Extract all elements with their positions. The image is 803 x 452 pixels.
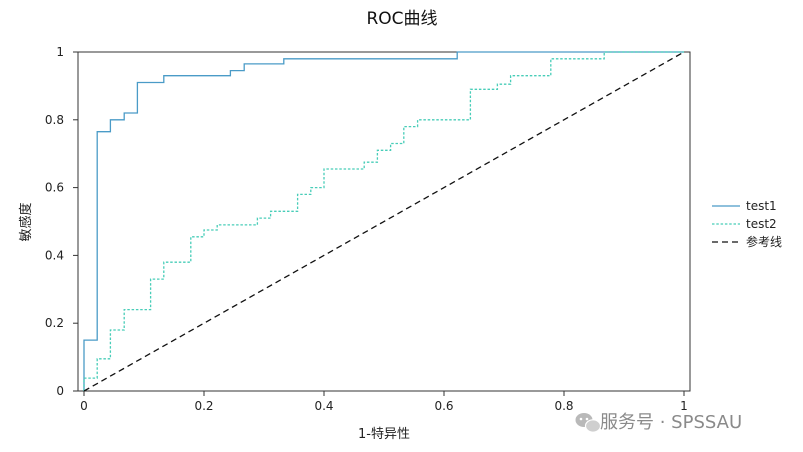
y-axis-ticks: 0 0.2 0.4 0.6 0.8 1 — [45, 45, 78, 398]
watermark-text: 服务号 · SPSSAU — [600, 412, 742, 433]
x-axis-ticks: 0 0.2 0.4 0.6 0.8 1 — [80, 391, 688, 413]
y-tick-label: 0 — [56, 384, 64, 398]
x-axis-title: 1-特异性 — [358, 427, 410, 442]
x-tick-label: 0.4 — [314, 399, 333, 413]
watermark: 服务号 · SPSSAU — [575, 412, 742, 433]
series-line-3 — [83, 51, 685, 392]
legend-label: test2 — [746, 217, 777, 231]
plot-frame — [77, 51, 691, 392]
y-tick-label: 0.2 — [45, 316, 64, 330]
y-tick-label: 0.4 — [45, 248, 64, 262]
y-tick-label: 0.6 — [45, 181, 64, 195]
series-line-1 — [83, 51, 684, 391]
legend-label: 参考线 — [746, 234, 782, 249]
series-layer — [83, 51, 685, 392]
x-tick-label: 0.2 — [194, 399, 213, 413]
y-tick-label: 0.8 — [45, 113, 64, 127]
x-tick-label: 0.8 — [554, 399, 573, 413]
x-tick-label: 1 — [680, 399, 688, 413]
legend: test1 test2 参考线 — [712, 199, 782, 249]
y-axis-title: 敏感度 — [18, 202, 34, 241]
series-line-2 — [83, 51, 684, 391]
chart-title: ROC曲线 — [366, 9, 437, 29]
y-tick-label: 1 — [56, 45, 64, 59]
x-tick-label: 0 — [80, 399, 88, 413]
x-tick-label: 0.6 — [434, 399, 453, 413]
wechat-icon — [575, 413, 602, 433]
legend-label: test1 — [746, 199, 777, 213]
